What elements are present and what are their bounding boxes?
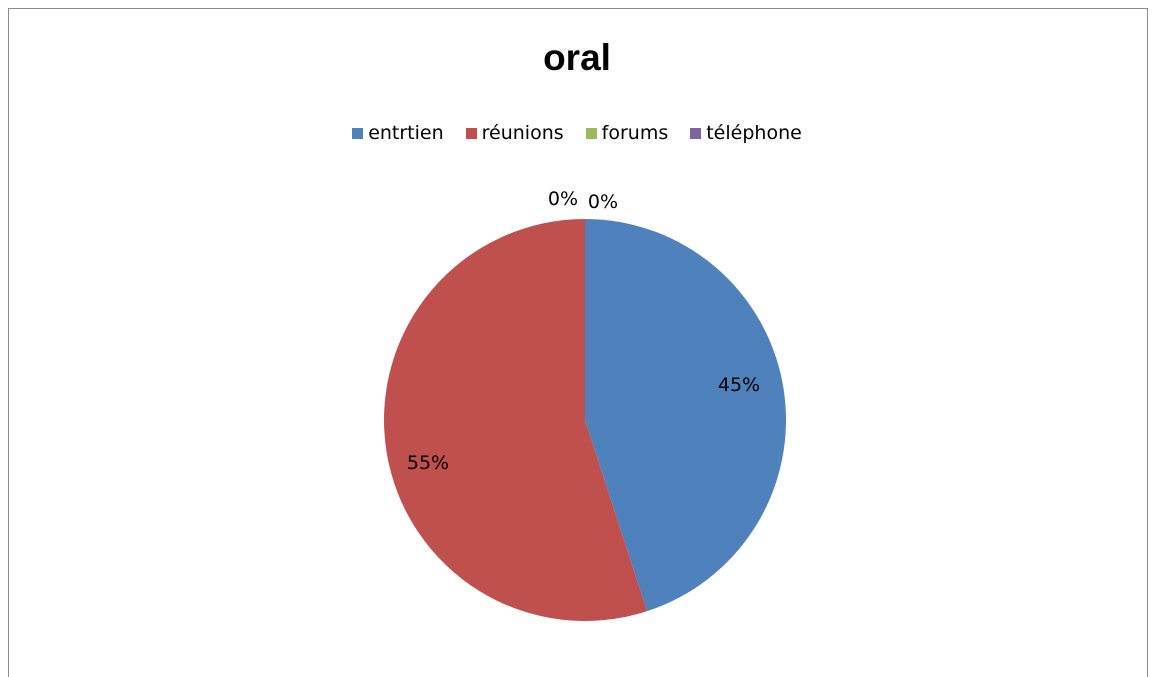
pie-slice-reunions <box>383 219 648 621</box>
data-label-reunions: 55% <box>407 452 449 474</box>
legend-item-reunions: réunions <box>465 122 564 144</box>
data-label-entrtien: 45% <box>718 374 760 396</box>
data-label-forums: 0% <box>548 188 578 210</box>
legend-label: forums <box>601 122 669 144</box>
pie-slices <box>383 219 786 621</box>
chart-title: oral <box>543 37 611 78</box>
legend-label: réunions <box>481 122 564 144</box>
legend-item-entrtien: entrtien <box>352 122 444 144</box>
legend-swatch <box>465 127 477 139</box>
legend-label: entrtien <box>368 122 444 144</box>
legend-item-telephone: téléphone <box>690 122 802 144</box>
pie-slice-entrtien <box>585 219 786 612</box>
legend: entrtien réunions forums téléphone <box>0 119 1154 147</box>
legend-swatch <box>352 127 364 139</box>
legend-label: téléphone <box>706 122 802 144</box>
legend-item-forums: forums <box>585 122 669 144</box>
legend-swatch <box>585 127 597 139</box>
legend-swatch <box>690 127 702 139</box>
data-label-telephone: 0% <box>588 191 618 213</box>
